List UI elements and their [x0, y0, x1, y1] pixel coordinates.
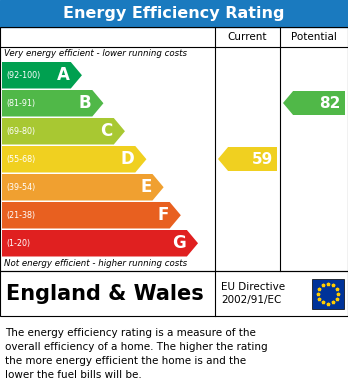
Text: Potential: Potential: [291, 32, 337, 42]
Text: Current: Current: [228, 32, 267, 42]
Polygon shape: [283, 91, 345, 115]
Text: 82: 82: [319, 95, 341, 111]
Polygon shape: [2, 146, 147, 172]
Text: A: A: [57, 66, 70, 84]
Text: England & Wales: England & Wales: [6, 283, 204, 303]
Text: (39-54): (39-54): [6, 183, 35, 192]
Text: F: F: [157, 206, 169, 224]
Text: E: E: [140, 178, 151, 196]
Text: G: G: [172, 234, 186, 252]
Polygon shape: [218, 147, 277, 171]
Text: (81-91): (81-91): [6, 99, 35, 108]
Text: C: C: [101, 122, 113, 140]
Text: B: B: [79, 94, 91, 112]
Bar: [312, 278, 344, 308]
Text: D: D: [120, 150, 134, 168]
Polygon shape: [2, 118, 125, 145]
Text: (21-38): (21-38): [6, 211, 35, 220]
Bar: [0, 27, 348, 271]
Text: (55-68): (55-68): [6, 155, 35, 164]
Text: Not energy efficient - higher running costs: Not energy efficient - higher running co…: [4, 260, 187, 269]
Polygon shape: [2, 90, 103, 117]
Polygon shape: [2, 202, 181, 228]
Polygon shape: [2, 230, 198, 256]
Text: (92-100): (92-100): [6, 71, 40, 80]
Text: (1-20): (1-20): [6, 239, 30, 248]
Text: EU Directive
2002/91/EC: EU Directive 2002/91/EC: [221, 282, 285, 305]
Bar: [0, 271, 348, 316]
Polygon shape: [2, 62, 82, 88]
Text: Very energy efficient - lower running costs: Very energy efficient - lower running co…: [4, 50, 187, 59]
Bar: [0, 0, 348, 27]
Text: (69-80): (69-80): [6, 127, 35, 136]
Text: 59: 59: [252, 151, 273, 167]
Polygon shape: [2, 174, 164, 201]
Text: The energy efficiency rating is a measure of the
overall efficiency of a home. T: The energy efficiency rating is a measur…: [5, 328, 268, 380]
Text: Energy Efficiency Rating: Energy Efficiency Rating: [63, 6, 285, 21]
